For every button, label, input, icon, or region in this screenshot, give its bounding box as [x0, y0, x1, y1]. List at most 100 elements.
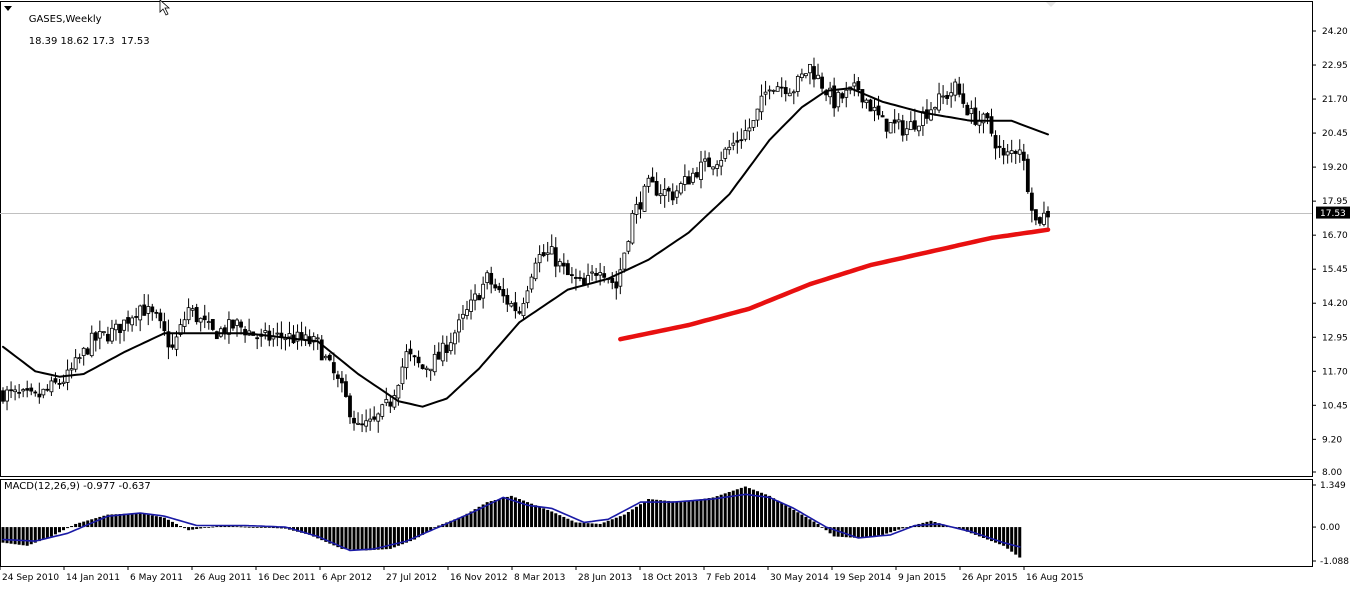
candle-body	[1042, 212, 1046, 225]
candle-body	[392, 395, 397, 408]
macd-histogram-bar	[711, 497, 715, 528]
candle	[557, 258, 562, 273]
macd-histogram-bar	[828, 527, 832, 534]
macd-histogram-bar	[239, 526, 243, 528]
candle-body	[146, 306, 151, 314]
candle	[81, 346, 86, 366]
macd-histogram-bar	[844, 527, 848, 538]
macd-histogram-bar	[969, 527, 973, 534]
candle-body	[912, 120, 917, 130]
candle-body	[691, 172, 695, 183]
candle-body	[154, 311, 159, 314]
candle	[1005, 143, 1010, 164]
candle-body	[541, 252, 546, 257]
candle-body	[537, 254, 542, 264]
candle-body	[408, 348, 413, 355]
candle	[844, 81, 849, 108]
candle-body	[747, 127, 752, 132]
candle	[719, 151, 724, 176]
macd-histogram-bar	[630, 509, 634, 528]
candle	[921, 106, 925, 136]
candle	[634, 196, 639, 224]
candle-body	[884, 118, 889, 132]
macd-histogram-bar	[981, 527, 985, 538]
candle	[444, 335, 449, 362]
candle-body	[412, 355, 417, 358]
candle	[130, 315, 135, 332]
candle-body	[715, 164, 720, 169]
macd-histogram-bar	[118, 514, 122, 528]
candle	[1029, 187, 1034, 223]
candle	[465, 300, 469, 320]
macd-histogram-bar	[344, 527, 348, 550]
candle	[412, 354, 417, 366]
candle	[836, 90, 841, 112]
candle-body	[1029, 192, 1034, 211]
symbol-menu-triangle-icon[interactable]	[4, 6, 12, 11]
candle-body	[323, 355, 328, 359]
macd-histogram-bar	[255, 527, 259, 528]
candle-body	[557, 261, 562, 267]
candle-body	[170, 344, 175, 348]
macd-tick-label: -1.088	[1320, 557, 1349, 567]
macd-histogram-bar	[820, 527, 824, 528]
candle	[231, 319, 235, 331]
macd-histogram-bar	[49, 527, 53, 537]
macd-histogram-bar	[622, 514, 626, 528]
macd-histogram-bar	[788, 507, 792, 528]
candle-body	[130, 317, 135, 326]
candle	[255, 334, 260, 350]
candle	[872, 97, 877, 122]
candle	[344, 374, 348, 398]
macd-histogram-bar	[162, 517, 166, 528]
time-tick-label: 16 Aug 2015	[1026, 573, 1084, 583]
candle-body	[5, 389, 9, 402]
candle-body	[440, 342, 445, 362]
macd-histogram-bar	[501, 497, 505, 528]
candle-body	[436, 351, 441, 360]
time-tick-label: 8 Mar 2013	[514, 573, 565, 583]
time-tick-label: 14 Jan 2011	[66, 573, 120, 583]
candle-body	[921, 111, 925, 126]
candle-body	[634, 203, 639, 215]
time-tick-label: 6 Apr 2012	[322, 573, 372, 583]
macd-signal-line	[2, 493, 1021, 552]
macd-histogram-bar	[1006, 527, 1010, 549]
candle	[892, 109, 897, 134]
time-tick-label: 18 Oct 2013	[642, 573, 698, 583]
macd-histogram-bar	[106, 514, 110, 528]
macd-histogram-bar	[792, 509, 796, 528]
candle	[360, 414, 364, 433]
macd-histogram-bar	[755, 491, 759, 528]
candle	[243, 326, 247, 343]
candle-body	[348, 395, 352, 418]
macd-histogram-bar	[138, 513, 142, 528]
macd-pane-frame	[0, 479, 1313, 567]
candle	[884, 118, 889, 139]
candle-body	[118, 323, 122, 333]
candle-body	[114, 323, 118, 331]
chart-header: GASES,Weekly 18.39 18.62 17.3 17.53	[16, 3, 150, 58]
candle-body	[687, 176, 691, 185]
candle	[5, 385, 9, 411]
candle	[416, 350, 421, 368]
candle-body	[178, 324, 183, 335]
candle	[646, 174, 651, 193]
candle	[1042, 201, 1046, 227]
candle	[993, 130, 998, 160]
macd-histogram-bar	[985, 527, 989, 540]
macd-histogram-bar	[279, 527, 283, 529]
macd-histogram-bar	[368, 527, 372, 551]
candle	[880, 111, 885, 118]
candle	[17, 383, 22, 399]
macd-histogram-bar	[215, 526, 219, 528]
candle	[832, 77, 837, 117]
candle	[1009, 139, 1014, 163]
scroll-shift-icon	[1046, 2, 1056, 7]
macd-histogram-bar	[74, 523, 78, 528]
candle	[126, 310, 130, 332]
time-tick-label: 19 Sep 2014	[834, 573, 891, 583]
candle-body	[469, 299, 473, 312]
